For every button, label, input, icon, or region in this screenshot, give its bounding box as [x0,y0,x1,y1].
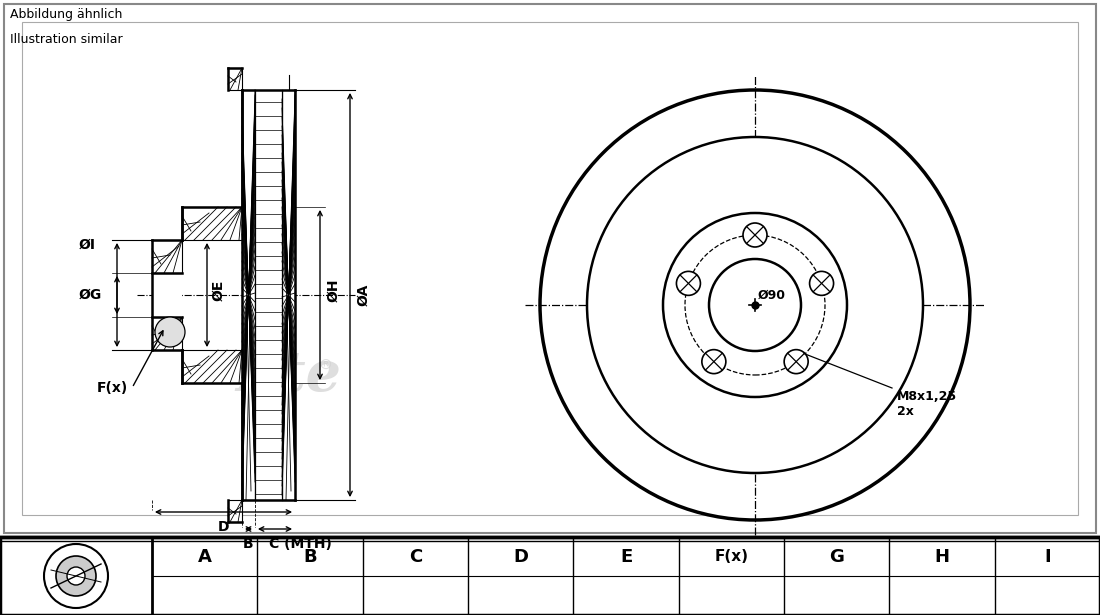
Bar [152,317,182,350]
Bar [152,240,182,273]
Circle shape [67,567,85,585]
Text: Ø90: Ø90 [758,289,786,302]
Bar [22,22,1078,515]
Circle shape [44,544,108,608]
Circle shape [155,317,185,347]
Text: F(x): F(x) [714,549,748,564]
Text: Ate: Ate [239,347,341,402]
Text: B: B [304,547,317,566]
Circle shape [540,90,970,520]
Circle shape [810,271,834,295]
Text: M8x1,25
2x: M8x1,25 2x [896,390,957,418]
Bar [282,90,295,500]
Bar [242,90,255,500]
Text: ØI: ØI [79,238,96,252]
Text: E: E [620,547,632,566]
Circle shape [710,259,801,351]
Circle shape [702,350,726,374]
Circle shape [663,213,847,397]
Text: ØH: ØH [326,278,340,302]
Circle shape [587,137,923,473]
Text: Illustration similar: Illustration similar [10,33,122,46]
Text: C: C [409,547,422,566]
Text: A: A [198,547,211,566]
Text: Ate: Ate [629,368,771,442]
Text: F(x): F(x) [97,381,129,395]
Text: ®: ® [745,385,761,403]
Text: Abbildung ähnlich: Abbildung ähnlich [10,8,122,21]
Text: H: H [935,547,949,566]
Text: G: G [829,547,844,566]
Text: ®: ® [318,359,332,373]
Bar [152,273,182,317]
Bar [228,500,242,522]
Text: B: B [243,537,254,551]
Bar [255,90,282,500]
Text: ØA: ØA [356,284,370,306]
Bar [182,207,242,240]
Bar [0,537,1100,615]
Circle shape [784,350,808,374]
Text: ØE: ØE [211,279,226,301]
Text: I: I [1044,547,1050,566]
Text: D: D [514,547,528,566]
Bar [4,4,1096,533]
Circle shape [56,556,96,596]
Text: D: D [218,520,229,534]
Text: C (MTH): C (MTH) [268,537,331,551]
Bar [228,68,242,90]
Text: ØG: ØG [79,288,102,302]
Bar [182,350,242,383]
Circle shape [742,223,767,247]
Circle shape [676,271,701,295]
